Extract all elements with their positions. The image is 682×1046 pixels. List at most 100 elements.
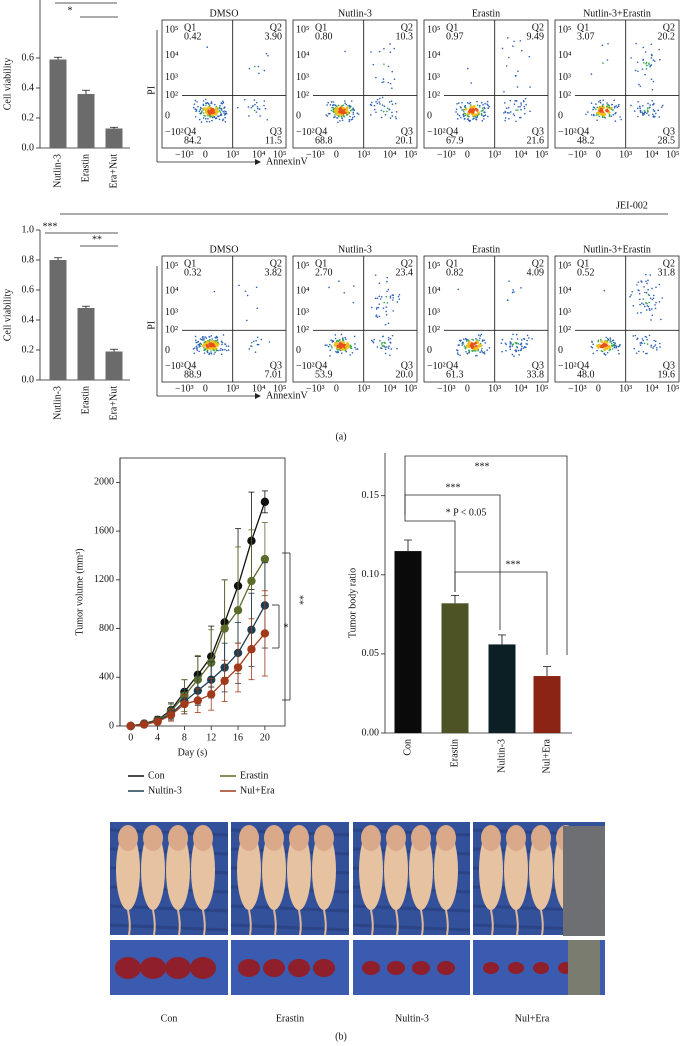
flow-y-tick-label: 0: [296, 110, 301, 121]
event-dot: [469, 119, 472, 122]
mouse-body: [312, 830, 336, 910]
mouse-body: [384, 830, 408, 910]
event-dot: [330, 109, 333, 112]
y-tick-label: 0.6: [22, 52, 35, 63]
event-dot: [658, 48, 660, 51]
event-dot: [388, 101, 391, 103]
event-dot: [214, 351, 216, 354]
event-dot: [354, 346, 356, 349]
flow-y-tick-label: 10²: [165, 90, 178, 101]
event-dot: [398, 294, 401, 296]
event-dot: [244, 98, 246, 101]
flow-x-tick-label: 0: [203, 149, 208, 160]
mouse-body: [504, 830, 528, 910]
event-dot: [352, 113, 355, 115]
event-dot: [480, 349, 483, 352]
event-dot: [340, 109, 344, 112]
event-dot: [339, 119, 341, 122]
event-dot: [654, 340, 657, 343]
event-dot: [375, 308, 378, 310]
event-dot: [484, 102, 486, 105]
event-dot: [330, 339, 332, 342]
event-dot: [356, 348, 359, 350]
event-dot: [644, 51, 647, 53]
event-dot: [586, 111, 589, 113]
flow-y-tick-label: 10⁵: [558, 25, 572, 36]
event-dot: [350, 118, 353, 121]
event-dot: [329, 355, 331, 357]
y-tick-label: 0.2: [22, 112, 35, 123]
flow-x-tick-label: 10³: [488, 383, 501, 394]
event-dot: [517, 349, 520, 352]
event-dot: [528, 55, 531, 58]
event-dot: [248, 348, 251, 350]
event-dot: [220, 340, 223, 343]
event-dot: [649, 309, 651, 311]
event-dot: [477, 111, 480, 115]
event-dot: [653, 345, 655, 348]
y-tick-label: 0.15: [362, 490, 380, 501]
mouse-head: [118, 825, 138, 851]
event-dot: [380, 347, 383, 350]
event-dot: [644, 73, 646, 76]
event-dot: [258, 72, 260, 75]
mouse-head: [264, 825, 284, 851]
event-dot: [635, 352, 638, 354]
event-dot: [348, 119, 351, 121]
event-dot: [392, 294, 395, 296]
event-dot: [225, 110, 227, 113]
event-dot: [376, 346, 379, 348]
event-dot: [394, 116, 397, 118]
tumor: [288, 959, 310, 977]
event-dot: [597, 340, 600, 343]
event-dot: [259, 115, 261, 117]
event-dot: [380, 296, 383, 298]
flow-x-tick-label: 0: [465, 149, 470, 160]
flow-y-tick-label: 0: [427, 110, 432, 121]
event-dot: [651, 314, 654, 317]
event-dot: [590, 114, 593, 116]
event-dot: [347, 345, 351, 349]
mouse-tail: [298, 909, 302, 936]
event-dot: [379, 103, 381, 105]
flow-y-tick-label: 10⁵: [165, 25, 179, 36]
event-dot: [214, 343, 218, 347]
y-tick-label: 0.05: [362, 648, 380, 659]
event-dot: [376, 98, 379, 101]
event-dot: [475, 116, 477, 119]
event-dot: [384, 323, 387, 326]
event-dot: [643, 62, 645, 64]
event-dot: [510, 341, 512, 344]
event-dot: [526, 334, 529, 337]
event-dot: [324, 344, 327, 347]
event-dot: [632, 335, 635, 337]
event-dot: [386, 290, 388, 293]
event-dot: [381, 343, 383, 345]
event-dot: [216, 339, 219, 341]
event-dot: [638, 105, 641, 108]
event-dot: [651, 99, 654, 102]
flow-y-tick-label: −10²: [427, 127, 446, 138]
event-dot: [642, 46, 645, 49]
event-dot: [619, 116, 621, 118]
event-dot: [515, 120, 517, 123]
event-dot: [200, 338, 203, 341]
event-dot: [644, 291, 646, 294]
event-dot: [194, 115, 197, 118]
mouse-tail: [515, 909, 519, 936]
event-dot: [334, 114, 336, 116]
event-dot: [606, 102, 608, 104]
y-axis-label: Tumor body ratio: [347, 568, 358, 638]
event-dot: [194, 108, 197, 110]
event-dot: [509, 111, 512, 113]
event-dot: [370, 51, 372, 53]
event-dot: [457, 353, 459, 356]
event-dot: [386, 346, 388, 348]
event-dot: [512, 333, 514, 336]
event-dot: [250, 106, 253, 109]
event-dot: [618, 352, 620, 355]
event-dot: [341, 105, 343, 107]
event-dot: [505, 107, 508, 110]
event-dot: [194, 347, 196, 349]
event-dot: [343, 292, 346, 294]
